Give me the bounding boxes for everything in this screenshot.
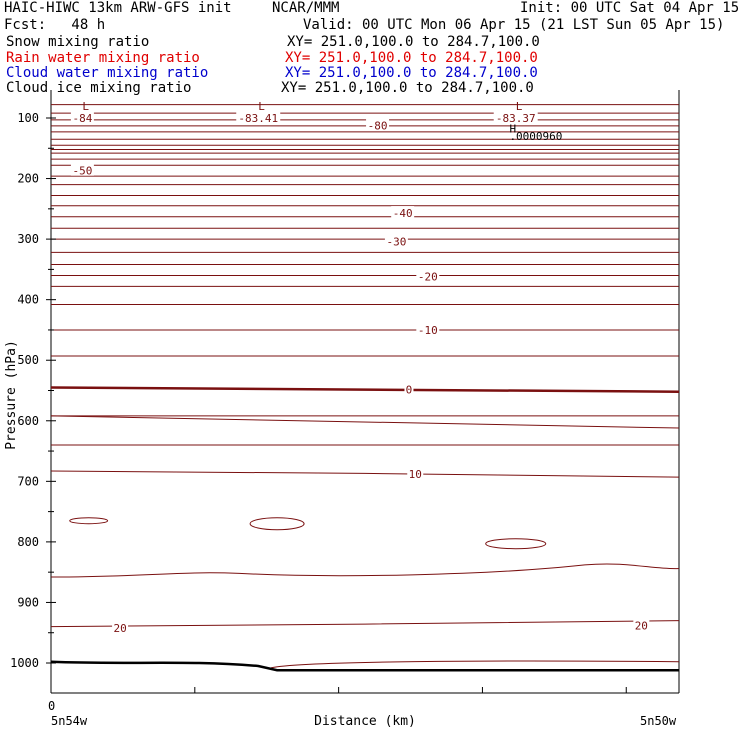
x-axis — [50, 687, 680, 693]
legend-rain-label: Rain water mixing ratio — [6, 50, 200, 66]
y-tick-label: 800 — [17, 535, 39, 549]
y-axis: 100 200 300 400 500 600 700 800 900 1000 — [10, 111, 56, 670]
legend-cloudice-label: Cloud ice mixing ratio — [6, 80, 192, 96]
contour-label: -40 — [393, 207, 413, 220]
surface-line — [50, 660, 679, 672]
ten-isotherm — [50, 470, 680, 478]
y-tick-label: 1000 — [10, 656, 39, 670]
header-title-left: HAIC-HIWC 13km ARW-GFS init — [4, 0, 232, 16]
contour-label: -30 — [386, 236, 406, 249]
temperature-contours — [50, 104, 680, 672]
contour-label-bg — [366, 118, 390, 131]
contour-label-bg — [391, 206, 415, 219]
header-center: NCAR/MMM — [272, 0, 340, 16]
isotherm-line — [50, 563, 680, 578]
header-init: Init: 00 UTC Sat 04 Apr 15 — [520, 0, 740, 16]
y-tick-label: 400 — [17, 293, 39, 307]
y-tick-label: 200 — [17, 172, 39, 186]
x-left-label: 5n54w — [51, 714, 88, 728]
extremum-marker: H — [509, 122, 516, 135]
x-axis-title: Distance (km) — [314, 714, 416, 729]
extremum-marker: L — [258, 100, 265, 113]
contour-label-bg — [404, 382, 414, 395]
legend-snow-xy: XY= 251.0,100.0 to 284.7,100.0 — [287, 34, 540, 50]
contour-label: 20 — [635, 619, 648, 632]
contour-label: 0 — [406, 383, 413, 396]
legend-cloudwater-xy: XY= 251.0,100.0 to 284.7,100.0 — [285, 65, 538, 81]
contour-label: -80 — [368, 119, 388, 132]
extremum-marker: L — [82, 100, 89, 113]
legend-cloudwater-label: Cloud water mixing ratio — [6, 65, 209, 81]
contour-label-bg — [236, 111, 281, 123]
x-tick-start-label: 0 — [48, 699, 55, 713]
y-tick-label: 900 — [17, 595, 39, 609]
twenty-isotherm — [50, 620, 680, 628]
contour-label: -83.41 — [238, 112, 278, 125]
contour-label-bg — [407, 467, 424, 480]
y-tick-label: 300 — [17, 232, 39, 246]
closed-contour — [485, 538, 547, 550]
y-tick-label: 600 — [17, 414, 39, 428]
isotherm-line — [270, 660, 680, 669]
contour-label: 20 — [113, 622, 126, 635]
zero-isotherm — [50, 386, 680, 393]
contour-label: -84 — [72, 112, 92, 125]
legend-cloudice-xy: XY= 251.0,100.0 to 284.7,100.0 — [281, 80, 534, 96]
contour-label: -10 — [418, 324, 438, 337]
closed-contour — [249, 517, 305, 531]
x-right-label: 5n50w — [640, 714, 677, 728]
y-tick-label: 700 — [17, 474, 39, 488]
y-tick-label: 100 — [17, 111, 39, 125]
contour-labels: -84 -83.41 -80 -83.37 -50 -40 -30 -20 -10 0 10 20 20… — [70, 100, 650, 635]
contour-label-bg — [70, 111, 94, 123]
legend-rain-xy: XY= 251.0,100.0 to 284.7,100.0 — [285, 50, 538, 66]
closed-contour — [69, 517, 109, 525]
legend-snow-label: Snow mixing ratio — [6, 34, 150, 50]
contour-label-bg — [416, 269, 440, 282]
contour-label: -20 — [418, 271, 438, 284]
header-fcst: Fcst: 48 h — [4, 17, 106, 33]
y-axis-title: Pressure (hPa) — [4, 340, 19, 450]
y-tick-label: 500 — [17, 353, 39, 367]
extremum-marker: L — [516, 100, 523, 113]
contour-label-bg — [633, 618, 650, 631]
header-valid: Valid: 00 UTC Mon 06 Apr 15 (21 LST Sun … — [303, 17, 725, 33]
contour-label-bg — [112, 620, 129, 633]
contour-label: 10 — [409, 468, 422, 481]
contour-label: -50 — [72, 165, 92, 178]
contour-label-bg — [384, 234, 408, 247]
contour-label: -83.37 — [496, 112, 536, 125]
isotherm-line — [50, 415, 680, 429]
extremum-marker: .0000960 — [509, 130, 562, 143]
contour-label-bg — [493, 111, 538, 123]
contour-label-bg — [416, 322, 440, 335]
contour-label-bg — [70, 163, 94, 176]
